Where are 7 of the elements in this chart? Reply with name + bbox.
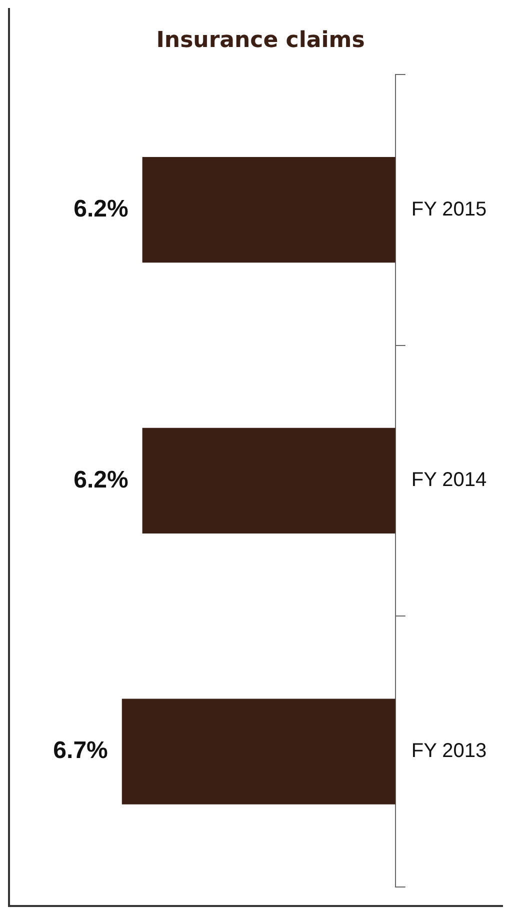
data-label: 6.2% <box>74 466 128 494</box>
chart-title: Insurance claims <box>156 28 365 53</box>
y-tick-label: FY 2013 <box>411 740 487 762</box>
data-label: 6.2% <box>74 195 128 222</box>
data-label: 6.7% <box>53 737 108 764</box>
y-tick-label: FY 2014 <box>411 469 487 492</box>
y-tick-label: FY 2015 <box>411 198 487 220</box>
